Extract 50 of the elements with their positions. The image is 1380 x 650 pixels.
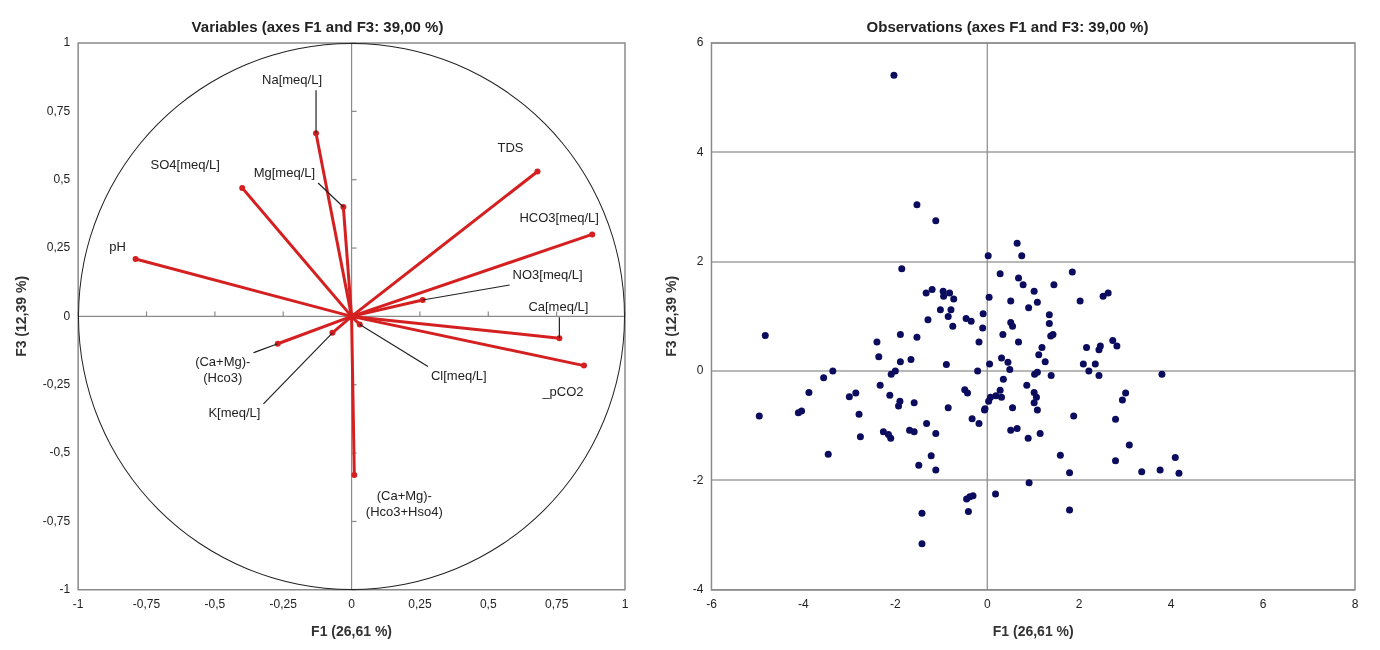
x-tick-label: 0 xyxy=(348,597,356,612)
text: Na[meq/L] xyxy=(262,71,323,87)
text: K[meq/L] xyxy=(208,405,261,421)
x-tick-label: -0,25 xyxy=(269,597,298,612)
text: Cl[meq/L] xyxy=(430,368,487,384)
y-tick-label: 0,25 xyxy=(46,240,71,255)
x-tick-label: 0,5 xyxy=(479,597,497,612)
x-tick-label: -4 xyxy=(798,597,810,612)
x-tick-label: 8 xyxy=(1351,597,1359,612)
series-label: SO4[meq/L] xyxy=(150,157,220,173)
y-tick-label: -4 xyxy=(692,582,704,597)
y-tick-label: 2 xyxy=(696,254,704,269)
y-tick-label: 6 xyxy=(696,35,704,50)
x-tick-label: -6 xyxy=(706,597,718,612)
y-tick-label: 0,75 xyxy=(46,103,71,118)
x-tick-label: 6 xyxy=(1259,597,1267,612)
chart-title: Variables (axes F1 and F3: 39,00 %) xyxy=(191,18,444,36)
y-tick-label: -1 xyxy=(59,582,71,597)
series-label: (Ca+Mg)-(Hco3+Hso4) xyxy=(365,487,443,519)
x-tick-label: -0,5 xyxy=(204,597,226,612)
x-axis-title: F1 (26,61 %) xyxy=(311,623,393,640)
x-tick-label: 4 xyxy=(1167,597,1175,612)
y-tick-label: -2 xyxy=(692,472,704,487)
x-tick-label: -2 xyxy=(890,597,901,612)
x-tick-label: 0,75 xyxy=(544,597,569,612)
y-tick-label: -0,25 xyxy=(42,377,71,392)
series-label: pH xyxy=(109,238,126,254)
text: (Ca+Mg)-(Hco3) xyxy=(195,354,251,386)
x-axis-title: F1 (26,61 %) xyxy=(992,623,1074,640)
x-tick-label: 0 xyxy=(983,597,991,612)
x-tick-label: 1 xyxy=(621,597,629,612)
series-label: _pCO2 xyxy=(541,384,584,400)
series-label: TDS xyxy=(497,140,524,156)
y-axis-title: F3 (12,39 %) xyxy=(663,275,680,357)
y-axis-title: F3 (12,39 %) xyxy=(13,275,30,357)
y-tick-label: -0,75 xyxy=(42,513,71,528)
y-tick-label: -0,5 xyxy=(49,445,71,460)
x-tick-label: -0,75 xyxy=(132,597,161,612)
y-tick-label: 0 xyxy=(696,363,704,378)
y-tick-label: 4 xyxy=(696,144,704,159)
text: NO3[meq/L] xyxy=(512,266,583,282)
y-tick-label: 0,5 xyxy=(53,172,71,187)
text: Mg[meq/L] xyxy=(253,164,316,180)
series-label: Ca[meq/L] xyxy=(528,298,589,314)
x-tick-label: 2 xyxy=(1075,597,1083,612)
y-tick-label: 0 xyxy=(63,308,71,323)
series-label: HCO3[meq/L] xyxy=(519,209,599,225)
chart-title: Observations (axes F1 and F3: 39,00 %) xyxy=(866,18,1149,36)
x-tick-label: 0,25 xyxy=(408,597,432,612)
y-tick-label: 1 xyxy=(63,35,71,50)
